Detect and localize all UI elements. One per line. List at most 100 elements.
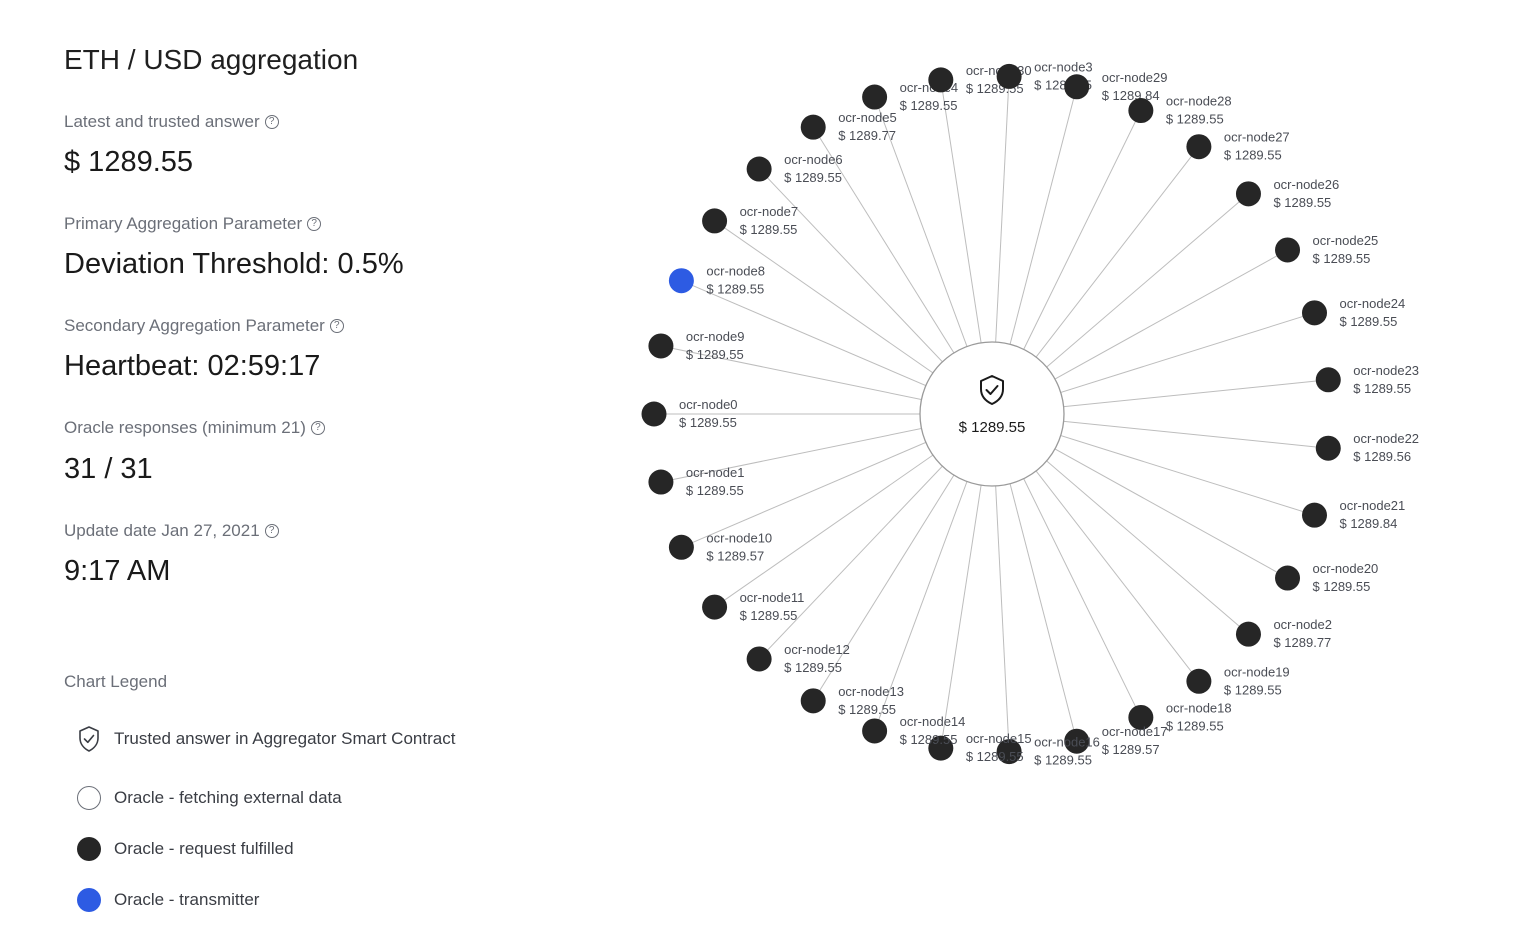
oracle-node-name: ocr-node24 <box>1339 296 1405 311</box>
help-icon[interactable]: ? <box>264 524 279 538</box>
help-icon[interactable]: ? <box>329 319 344 333</box>
oracle-node-name: ocr-node11 <box>740 590 805 605</box>
oracle-node-value: $ 1289.57 <box>706 548 764 563</box>
oracle-node[interactable]: ocr-node11 $ 1289.55 <box>702 590 804 623</box>
oracle-node[interactable]: ocr-node13 $ 1289.55 <box>800 684 904 717</box>
oracle-node-dot[interactable] <box>668 534 694 560</box>
oracle-node-value: $ 1289.55 <box>740 222 798 237</box>
oracle-node-dot[interactable] <box>1235 621 1261 647</box>
oracle-node[interactable]: ocr-node19 $ 1289.55 <box>1186 664 1290 697</box>
oracle-node-value: $ 1289.55 <box>838 702 896 717</box>
oracle-node-dot[interactable] <box>702 594 728 620</box>
oracle-node-dot[interactable] <box>746 646 772 672</box>
oracle-node-dot[interactable] <box>1275 565 1301 591</box>
oracle-node-dot[interactable] <box>1186 134 1212 160</box>
oracle-node-dot[interactable] <box>1128 704 1154 730</box>
oracle-node[interactable]: ocr-node27 $ 1289.55 <box>1186 130 1290 163</box>
oracle-node[interactable]: ocr-node22 $ 1289.56 <box>1315 431 1419 464</box>
oracle-node[interactable]: ocr-node2 $ 1289.77 <box>1235 617 1332 650</box>
oracle-node-value: $ 1289.56 <box>1353 449 1411 464</box>
oracle-node-dot[interactable] <box>1128 98 1154 124</box>
oracle-node-dot[interactable] <box>862 84 888 110</box>
oracle-node-dot[interactable] <box>648 333 674 359</box>
update-date-label: Update date Jan 27, 2021 ? <box>64 521 279 541</box>
legend-title: Chart Legend <box>64 672 168 691</box>
oracle-node-name: ocr-node1 <box>686 465 745 480</box>
oracle-node[interactable]: ocr-node29 $ 1289.84 <box>1064 70 1168 103</box>
oracle-node[interactable]: ocr-node0 $ 1289.55 <box>641 397 738 430</box>
oracle-node-value: $ 1289.55 <box>686 347 744 362</box>
oracle-node[interactable]: ocr-node8 $ 1289.55 <box>668 264 765 297</box>
oracle-node-dot[interactable] <box>1315 367 1341 393</box>
oracle-node-value: $ 1289.55 <box>740 608 798 623</box>
oracle-node-name: ocr-node14 <box>900 714 966 729</box>
filled-circle-icon <box>77 837 101 861</box>
oracle-node-name: ocr-node5 <box>838 110 897 125</box>
oracle-node[interactable]: ocr-node6 $ 1289.55 <box>746 152 843 185</box>
oracle-node[interactable]: ocr-node26 $ 1289.55 <box>1235 177 1339 210</box>
oracle-node-name: ocr-node8 <box>706 264 765 279</box>
oracle-node-value: $ 1289.55 <box>686 483 744 498</box>
oracle-node-dot[interactable] <box>668 268 694 294</box>
oracle-node-dot[interactable] <box>702 208 728 234</box>
secondary-parameter-value: Heartbeat: 02:59:17 <box>64 350 321 382</box>
oracle-node[interactable]: ocr-node10 $ 1289.57 <box>668 530 772 563</box>
oracle-node[interactable]: ocr-node15 $ 1289.55 <box>928 731 1032 764</box>
oracle-node-dot[interactable] <box>641 401 667 427</box>
oracle-node-dot[interactable] <box>1235 181 1261 207</box>
oracle-node-value: $ 1289.84 <box>1102 88 1160 103</box>
primary-parameter-value: Deviation Threshold: 0.5% <box>64 248 404 280</box>
oracle-node-dot[interactable] <box>928 67 954 93</box>
oracle-node-value: $ 1289.55 <box>1339 314 1397 329</box>
oracle-node[interactable]: ocr-node12 $ 1289.55 <box>746 642 850 675</box>
oracle-node[interactable]: ocr-node20 $ 1289.55 <box>1275 561 1378 594</box>
oracle-node-dot[interactable] <box>1275 237 1301 263</box>
oracle-node-dot[interactable] <box>1064 728 1090 754</box>
oracle-node-dot[interactable] <box>746 156 772 182</box>
help-icon[interactable]: ? <box>307 217 322 231</box>
oracle-node-dot[interactable] <box>1301 502 1327 528</box>
oracle-node[interactable]: ocr-node23 $ 1289.55 <box>1315 363 1419 396</box>
oracle-node-dot[interactable] <box>800 114 826 140</box>
oracle-node-dot[interactable] <box>1301 300 1327 326</box>
oracle-node[interactable]: ocr-node25 $ 1289.55 <box>1275 233 1378 266</box>
oracle-node-value: $ 1289.55 <box>1224 148 1282 163</box>
legend-item-fetching: Oracle - fetching external data <box>76 785 342 811</box>
oracle-node-dot[interactable] <box>928 735 954 761</box>
oracle-node[interactable]: ocr-node9 $ 1289.55 <box>648 329 744 362</box>
oracle-node[interactable]: ocr-node5 $ 1289.77 <box>800 110 897 143</box>
oracle-node-name: ocr-node25 <box>1313 233 1379 248</box>
legend-item-fulfilled: Oracle - request fulfilled <box>76 836 294 862</box>
shield-check-icon <box>980 375 1004 405</box>
oracle-node[interactable]: ocr-node18 $ 1289.55 <box>1128 700 1232 733</box>
oracle-node-value: $ 1289.55 <box>1166 718 1224 733</box>
oracle-node[interactable]: ocr-node21 $ 1289.84 <box>1301 498 1405 531</box>
help-icon[interactable]: ? <box>264 115 279 129</box>
oracle-node[interactable]: ocr-node7 $ 1289.55 <box>702 204 798 237</box>
oracle-node-dot[interactable] <box>800 688 826 714</box>
oracle-node[interactable]: ocr-node17 $ 1289.57 <box>1064 724 1168 757</box>
oracle-node-dot[interactable] <box>996 739 1022 765</box>
oracle-node-dot[interactable] <box>996 63 1022 89</box>
oracle-node[interactable]: ocr-node1 $ 1289.55 <box>648 465 744 498</box>
oracle-node-name: ocr-node20 <box>1313 561 1379 576</box>
update-time-value: 9:17 AM <box>64 555 171 587</box>
oracle-node[interactable]: ocr-node24 $ 1289.55 <box>1301 296 1405 329</box>
oracle-node[interactable]: ocr-node28 $ 1289.55 <box>1128 94 1232 127</box>
oracle-node-dot[interactable] <box>648 469 674 495</box>
oracle-node-dot[interactable] <box>1064 74 1090 100</box>
help-icon[interactable]: ? <box>310 421 325 435</box>
oracle-node-name: ocr-node29 <box>1102 70 1168 85</box>
oracle-node-value: $ 1289.55 <box>900 98 958 113</box>
oracle-node-dot[interactable] <box>1315 435 1341 461</box>
oracle-node-dot[interactable] <box>1186 668 1212 694</box>
oracle-node-name: ocr-node6 <box>784 152 843 167</box>
oracle-node-value: $ 1289.55 <box>784 170 842 185</box>
oracle-node[interactable]: ocr-node14 $ 1289.55 <box>862 714 965 747</box>
oracle-node-dot[interactable] <box>862 718 888 744</box>
oracle-node-name: ocr-node13 <box>838 684 904 699</box>
oracle-node-value: $ 1289.55 <box>706 282 764 297</box>
oracle-node[interactable]: ocr-node16 $ 1289.55 <box>996 735 1100 768</box>
oracle-node-name: ocr-node2 <box>1273 617 1332 632</box>
